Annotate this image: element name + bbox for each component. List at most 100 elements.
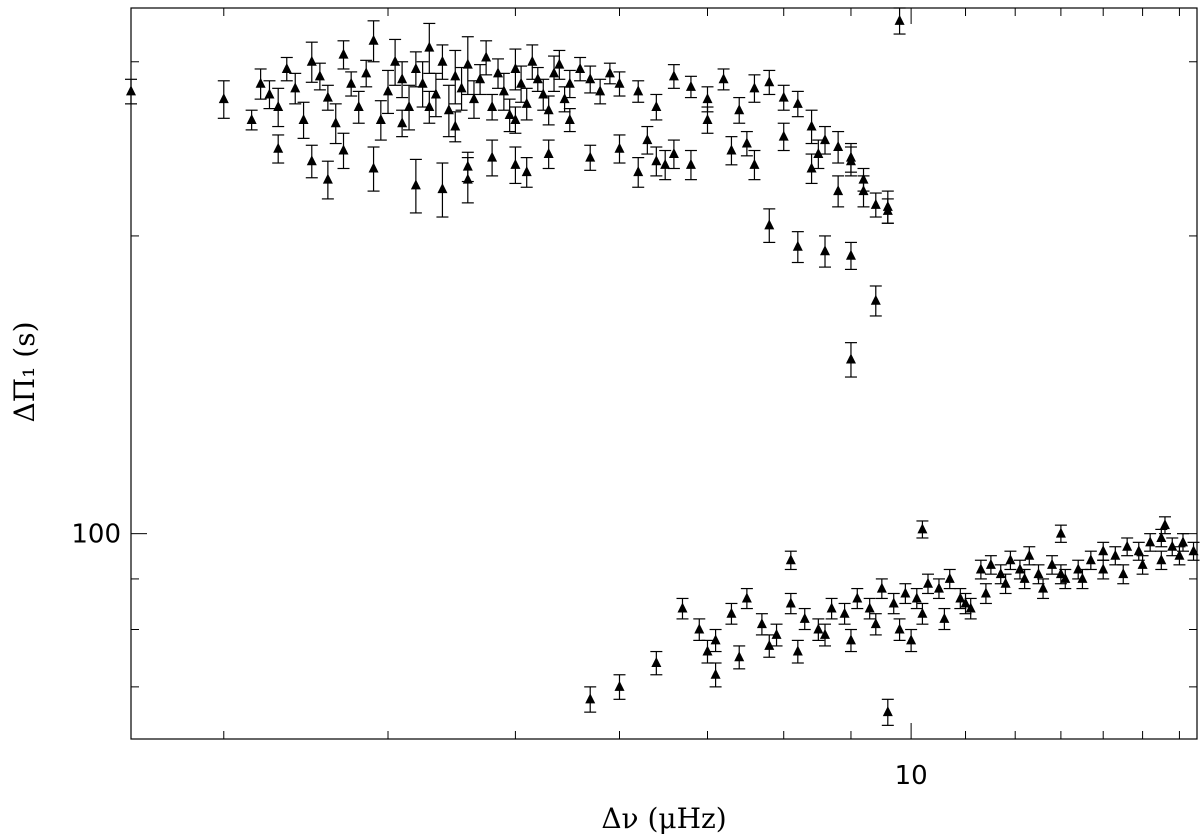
triangle-marker bbox=[462, 58, 473, 69]
triangle-marker bbox=[741, 592, 752, 603]
data-point bbox=[409, 51, 422, 88]
data-point bbox=[272, 134, 285, 164]
data-point bbox=[650, 650, 663, 676]
data-point bbox=[964, 597, 977, 620]
data-point bbox=[1054, 524, 1067, 543]
y-axis-label: ΔΠ₁ (s) bbox=[8, 322, 41, 423]
triangle-marker bbox=[1047, 558, 1058, 569]
triangle-marker bbox=[960, 597, 971, 608]
data-point bbox=[526, 44, 539, 80]
triangle-marker bbox=[330, 117, 341, 128]
triangle-marker bbox=[668, 70, 679, 81]
data-point bbox=[305, 144, 318, 179]
data-point bbox=[1054, 564, 1067, 585]
triangle-marker bbox=[1156, 554, 1167, 565]
triangle-marker bbox=[726, 607, 737, 618]
triangle-marker bbox=[771, 628, 782, 639]
data-point bbox=[974, 559, 987, 580]
triangle-marker bbox=[965, 602, 976, 613]
data-point bbox=[709, 628, 722, 653]
triangle-marker bbox=[858, 185, 869, 196]
triangle-marker bbox=[450, 120, 461, 131]
triangle-marker bbox=[353, 101, 364, 112]
data-point bbox=[467, 80, 480, 119]
data-point bbox=[844, 146, 857, 177]
triangle-marker bbox=[1122, 540, 1133, 551]
data-point bbox=[812, 618, 825, 641]
triangle-marker bbox=[306, 55, 317, 66]
data-point bbox=[254, 68, 267, 100]
data-point bbox=[1018, 568, 1031, 590]
data-point bbox=[352, 90, 365, 124]
triangle-marker bbox=[375, 113, 386, 124]
y-tick-label: 100 bbox=[71, 520, 121, 550]
triangle-marker bbox=[833, 185, 844, 196]
data-point bbox=[838, 602, 851, 625]
data-point bbox=[844, 241, 857, 271]
data-point bbox=[474, 64, 487, 96]
triangle-marker bbox=[410, 179, 421, 190]
tick-labels: 10 100 bbox=[71, 520, 927, 791]
data-point bbox=[755, 613, 768, 636]
data-point bbox=[1187, 541, 1200, 561]
data-point bbox=[520, 157, 533, 188]
triangle-marker bbox=[852, 592, 863, 603]
data-point bbox=[701, 106, 714, 134]
triangle-marker bbox=[510, 113, 521, 124]
triangle-marker bbox=[1177, 536, 1188, 547]
data-point bbox=[1084, 550, 1097, 571]
triangle-marker bbox=[980, 587, 991, 598]
triangle-marker bbox=[764, 219, 775, 230]
data-point bbox=[1076, 568, 1089, 590]
triangle-marker bbox=[481, 51, 492, 62]
triangle-marker bbox=[882, 706, 893, 717]
data-point bbox=[641, 125, 654, 155]
data-point bbox=[667, 64, 680, 89]
data-point bbox=[409, 158, 422, 214]
triangle-marker bbox=[778, 130, 789, 141]
triangle-marker bbox=[614, 680, 625, 691]
data-point bbox=[832, 175, 845, 208]
triangle-marker bbox=[338, 48, 349, 59]
data-point bbox=[887, 592, 900, 615]
data-point bbox=[938, 607, 951, 631]
triangle-marker bbox=[255, 77, 266, 88]
data-point bbox=[563, 69, 576, 99]
data-point bbox=[613, 674, 626, 700]
triangle-marker bbox=[651, 101, 662, 112]
data-point bbox=[650, 146, 663, 177]
data-point bbox=[770, 623, 783, 647]
data-point bbox=[819, 623, 832, 647]
triangle-marker bbox=[1098, 545, 1109, 556]
triangle-marker bbox=[462, 173, 473, 184]
data-point bbox=[563, 108, 576, 133]
triangle-marker bbox=[450, 70, 461, 81]
triangle-marker bbox=[820, 245, 831, 256]
triangle-marker bbox=[1110, 549, 1121, 560]
triangle-marker bbox=[1098, 563, 1109, 574]
data-point bbox=[875, 578, 888, 600]
triangle-marker bbox=[792, 97, 803, 108]
triangle-marker bbox=[785, 554, 796, 565]
data-point bbox=[893, 7, 906, 35]
data-point bbox=[584, 144, 597, 171]
data-point bbox=[403, 84, 416, 131]
triangle-marker bbox=[554, 58, 565, 69]
data-point bbox=[520, 87, 533, 121]
triangle-marker bbox=[475, 73, 486, 84]
data-point bbox=[784, 550, 797, 571]
data-point bbox=[999, 573, 1012, 595]
triangle-marker bbox=[417, 77, 428, 88]
data-point bbox=[943, 568, 956, 590]
data-point bbox=[1166, 537, 1179, 557]
triangle-marker bbox=[424, 101, 435, 112]
data-point bbox=[423, 90, 436, 124]
triangle-marker bbox=[614, 142, 625, 153]
data-point bbox=[954, 587, 967, 610]
triangle-marker bbox=[504, 109, 515, 120]
triangle-marker bbox=[281, 62, 292, 73]
triangle-marker bbox=[975, 563, 986, 574]
triangle-marker bbox=[642, 134, 653, 145]
data-point bbox=[1023, 546, 1036, 566]
data-point bbox=[396, 109, 409, 138]
